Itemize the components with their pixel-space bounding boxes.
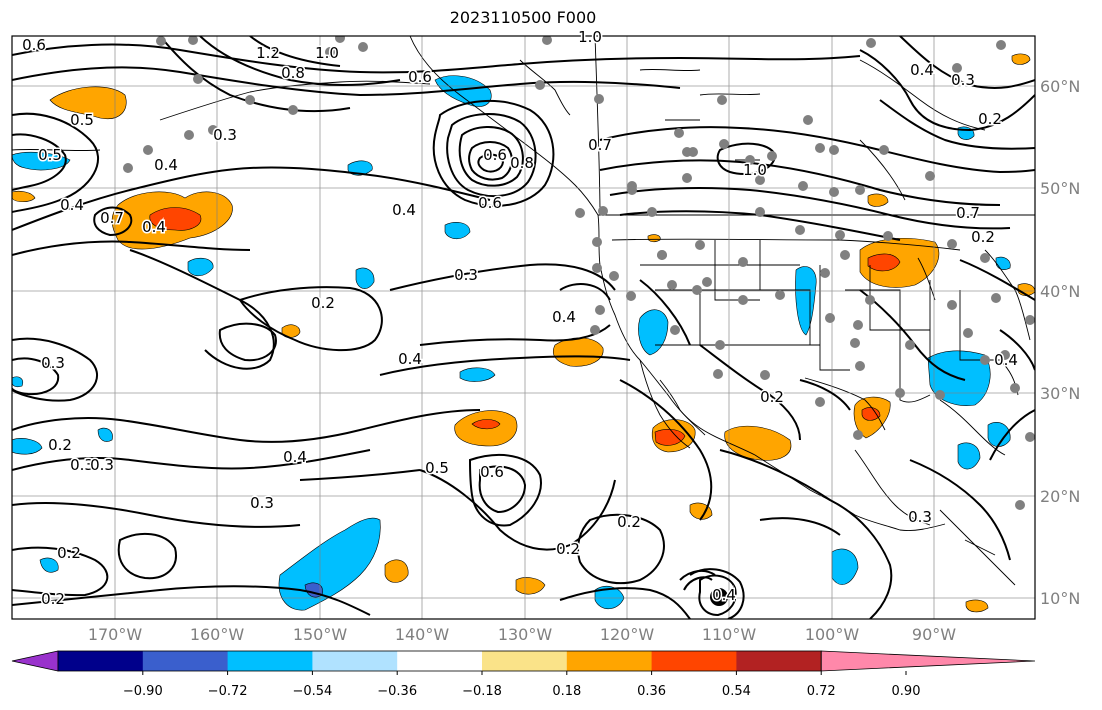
colorbar-segment (651, 651, 737, 671)
contour-value-label: 0.2 (556, 540, 580, 558)
contour-value-label: 1.0 (578, 28, 602, 46)
colorbar-segment (566, 651, 653, 671)
map-area (12, 36, 1035, 619)
lon-label: 150°W (293, 625, 348, 644)
contour-value-label: 0.8 (510, 154, 534, 172)
contour-value-label: 0.2 (311, 294, 335, 312)
contour-value-label: 0.6 (22, 36, 46, 54)
lon-label: 140°W (395, 625, 450, 644)
contour-value-label: 1.0 (743, 161, 767, 179)
longitude-axis: 170°W 160°W 150°W 140°W 130°W 120°W 110°… (88, 625, 956, 644)
contour-value-label: 1.2 (256, 44, 280, 62)
colorbar-tick-label: −0.54 (292, 684, 332, 699)
lon-label: 110°W (702, 625, 757, 644)
lon-label: 100°W (805, 625, 860, 644)
colorbar-segment (482, 651, 568, 671)
colorbar-tick-label: 0.36 (637, 684, 666, 699)
shaded-anomaly-patches (12, 53, 1035, 613)
contour-value-label: 0.3 (250, 494, 274, 512)
contour-value-label: 0.3 (908, 508, 932, 526)
lon-label: 170°W (88, 625, 143, 644)
lat-label: 10°N (1040, 589, 1080, 608)
contour-value-label: 0.3 (213, 126, 237, 144)
contour-value-label: 0.2 (978, 110, 1002, 128)
colorbar-tick-label: 0.18 (552, 684, 581, 699)
contour-value-label: 0.4 (398, 350, 422, 368)
colorbar-tick-label: −0.18 (462, 684, 502, 699)
contour-value-label: 0.5 (425, 459, 449, 477)
contour-value-label: 0.8 (281, 64, 305, 82)
contour-value-label: 0.4 (60, 196, 84, 214)
contour-value-label: 0.2 (971, 228, 995, 246)
contour-value-label: 0.4 (910, 61, 934, 79)
contour-value-label: 0.4 (994, 351, 1018, 369)
colorbar-extend-max (820, 650, 1036, 672)
contour-value-label: 0.4 (154, 156, 178, 174)
colorbar-segment (312, 651, 398, 671)
contour-value-label: 0.4 (283, 448, 307, 466)
contour-labels: 0.6 1.2 1.01.00.8 0.60.40.30.20.50.70.40.50… (21, 27, 1020, 610)
contour-value-label: 0.4 (552, 308, 576, 326)
colorbar-outline (57, 650, 822, 672)
lon-label: 160°W (190, 625, 245, 644)
map-border (11, 35, 1036, 620)
contour-value-label: 0.7 (588, 136, 612, 154)
contour-value-label: 0.2 (617, 513, 641, 531)
contour-value-label: 0.4 (142, 218, 166, 236)
colorbar-tick-label: −0.36 (377, 684, 417, 699)
latitude-axis: 60°N 50°N 40°N 30°N 20°N 10°N (1040, 77, 1080, 608)
colorbar-tick-label: 0.72 (807, 684, 836, 699)
station-dots (123, 36, 1035, 510)
lon-label: 130°W (498, 625, 553, 644)
contour-value-label: 0.3 (41, 354, 65, 372)
colorbar-tick-label: 0.90 (892, 684, 921, 699)
contour-value-label: 0.7 (956, 204, 980, 222)
contour-value-label: 0.2 (48, 436, 72, 454)
colorbar-extend-min (11, 650, 59, 672)
colorbar-tick-label: −0.90 (123, 684, 163, 699)
contour-value-label: 0.6 (480, 463, 504, 481)
contour-value-label: 0.3 (90, 456, 114, 474)
colorbar-segment (58, 651, 144, 671)
colorbar: −0.90 −0.72 −0.54 −0.36 −0.18 0.18 0.36 0.54 0.7… (11, 650, 1036, 699)
lon-label: 120°W (600, 625, 655, 644)
contour-lines (12, 36, 1035, 619)
contour-value-label: 0.5 (70, 111, 94, 129)
contour-value-label: 0.3 (951, 71, 975, 89)
lat-label: 40°N (1040, 282, 1080, 301)
contour-value-label: 0.4 (392, 201, 416, 219)
contour-value-label: 0.5 (38, 146, 62, 164)
contour-value-label: 0.2 (41, 590, 65, 608)
colorbar-segment (227, 651, 313, 671)
storm-center-marker (710, 588, 728, 606)
contour-value-label: 0.6 (478, 194, 502, 212)
lon-label: 90°W (912, 625, 956, 644)
contour-value-label: 0.7 (100, 209, 124, 227)
contour-value-label: 0.3 (70, 456, 94, 474)
contour-value-label: 0.2 (57, 544, 81, 562)
coastlines-borders (12, 36, 1035, 586)
lat-label: 20°N (1040, 487, 1080, 506)
colorbar-segment (397, 651, 483, 671)
contour-value-label: 0.4 (712, 586, 736, 604)
colorbar-tick-label: −0.72 (208, 684, 248, 699)
map-title: 2023110500 F000 (449, 8, 597, 27)
lat-label: 60°N (1040, 77, 1080, 96)
graticule (12, 36, 1035, 619)
contour-value-label: 0.2 (760, 388, 784, 406)
contour-value-label: 1.0 (315, 44, 339, 62)
colorbar-tick-label: 0.54 (722, 684, 751, 699)
lat-label: 30°N (1040, 384, 1080, 403)
lat-label: 50°N (1040, 179, 1080, 198)
colorbar-segment (142, 651, 229, 671)
contour-value-label: 0.6 (483, 146, 507, 164)
contour-value-label: 0.6 (408, 68, 432, 86)
colorbar-segment (736, 651, 822, 671)
contour-value-label: 0.3 (454, 266, 478, 284)
